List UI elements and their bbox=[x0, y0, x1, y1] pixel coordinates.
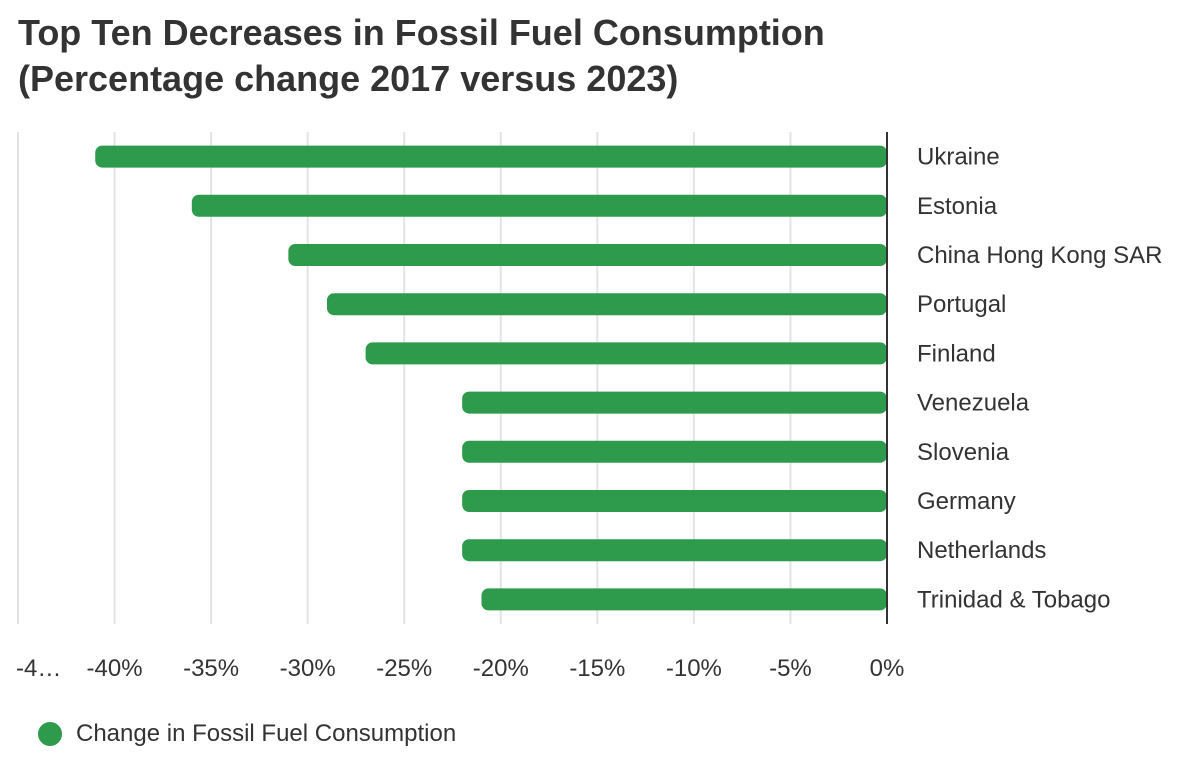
legend-label: Change in Fossil Fuel Consumption bbox=[76, 720, 457, 747]
bar[interactable] bbox=[462, 539, 887, 562]
x-tick-label: -4… bbox=[16, 655, 61, 682]
bar[interactable] bbox=[288, 244, 887, 266]
bar[interactable] bbox=[462, 490, 887, 512]
category-label: China Hong Kong SAR bbox=[917, 242, 1162, 269]
x-tick-label: -20% bbox=[473, 655, 529, 682]
category-labels: Ukraine Estonia China Hong Kong SAR Portuga… bbox=[917, 144, 1162, 614]
category-label: Ukraine bbox=[917, 144, 1000, 171]
legend-marker bbox=[38, 722, 62, 746]
bar[interactable] bbox=[191, 194, 888, 217]
chart-title-line: Top Ten Decreases in Fossil Fuel Consump… bbox=[18, 12, 825, 53]
x-tick-label: -40% bbox=[87, 655, 143, 682]
chart-subtitle-line: (Percentage change 2017 versus 2023) bbox=[18, 58, 679, 99]
category-label: Slovenia bbox=[917, 439, 1010, 466]
chart-title: Top Ten Decreases in Fossil Fuel Consump… bbox=[18, 10, 825, 102]
x-tick-label: -10% bbox=[666, 655, 722, 682]
x-tick-label: -35% bbox=[183, 655, 239, 682]
x-tick-label: -5% bbox=[769, 655, 812, 682]
category-label: Estonia bbox=[917, 193, 998, 220]
bar[interactable] bbox=[481, 588, 887, 611]
bar[interactable] bbox=[95, 145, 887, 168]
bar[interactable] bbox=[326, 293, 887, 316]
bar-chart: Ukraine Estonia China Hong Kong SAR Portuga… bbox=[16, 132, 1162, 682]
category-label: Germany bbox=[917, 488, 1016, 515]
bar[interactable] bbox=[462, 391, 887, 414]
category-label: Venezuela bbox=[917, 390, 1030, 417]
x-tick-label: -15% bbox=[569, 655, 625, 682]
category-label: Trinidad & Tobago bbox=[917, 586, 1110, 613]
bar[interactable] bbox=[462, 440, 887, 463]
legend[interactable]: Change in Fossil Fuel Consumption bbox=[38, 720, 456, 748]
category-label: Portugal bbox=[917, 291, 1006, 318]
x-tick-label: 0% bbox=[870, 655, 905, 682]
category-label: Netherlands bbox=[917, 537, 1046, 564]
category-label: Finland bbox=[917, 340, 996, 367]
bars bbox=[95, 145, 888, 611]
x-tick-labels: -4… -40% -35% -30% -25% -20% -15% -10% -5% 0% bbox=[16, 655, 904, 682]
x-tick-label: -30% bbox=[280, 655, 336, 682]
x-tick-label: -25% bbox=[376, 655, 432, 682]
bar[interactable] bbox=[365, 342, 888, 365]
